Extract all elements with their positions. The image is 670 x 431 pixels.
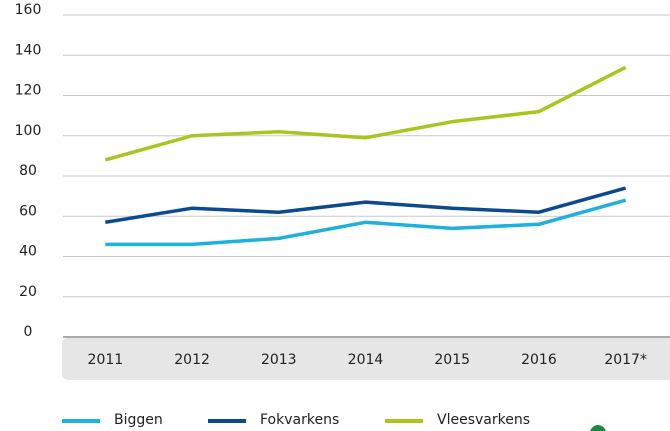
x-tick-label: 2013 xyxy=(261,352,297,368)
y-tick-label: 160 xyxy=(15,2,42,18)
legend-label: Vleesvarkens xyxy=(437,412,530,428)
decoration-dot xyxy=(590,425,606,431)
y-tick-label: 140 xyxy=(15,42,42,58)
legend-label: Fokvarkens xyxy=(260,412,339,428)
x-tick-label: 2014 xyxy=(348,352,384,368)
y-tick-label: 60 xyxy=(19,203,37,219)
y-tick-label: 20 xyxy=(19,284,37,300)
x-tick-label: 2017* xyxy=(604,352,647,368)
series-line xyxy=(105,198,627,247)
series-line xyxy=(105,186,627,225)
y-tick-label: 100 xyxy=(15,123,42,139)
x-tick-label: 2012 xyxy=(174,352,210,368)
y-tick-label: 0 xyxy=(24,324,33,340)
x-tick-label: 2011 xyxy=(88,352,124,368)
y-tick-label: 80 xyxy=(19,163,37,179)
y-tick-label: 40 xyxy=(19,244,37,260)
x-axis-band xyxy=(62,338,670,380)
x-tick-label: 2016 xyxy=(521,352,557,368)
legend-label: Biggen xyxy=(114,412,163,428)
x-tick-label: 2015 xyxy=(434,352,470,368)
y-tick-label: 120 xyxy=(15,83,42,99)
series-line xyxy=(104,65,627,162)
